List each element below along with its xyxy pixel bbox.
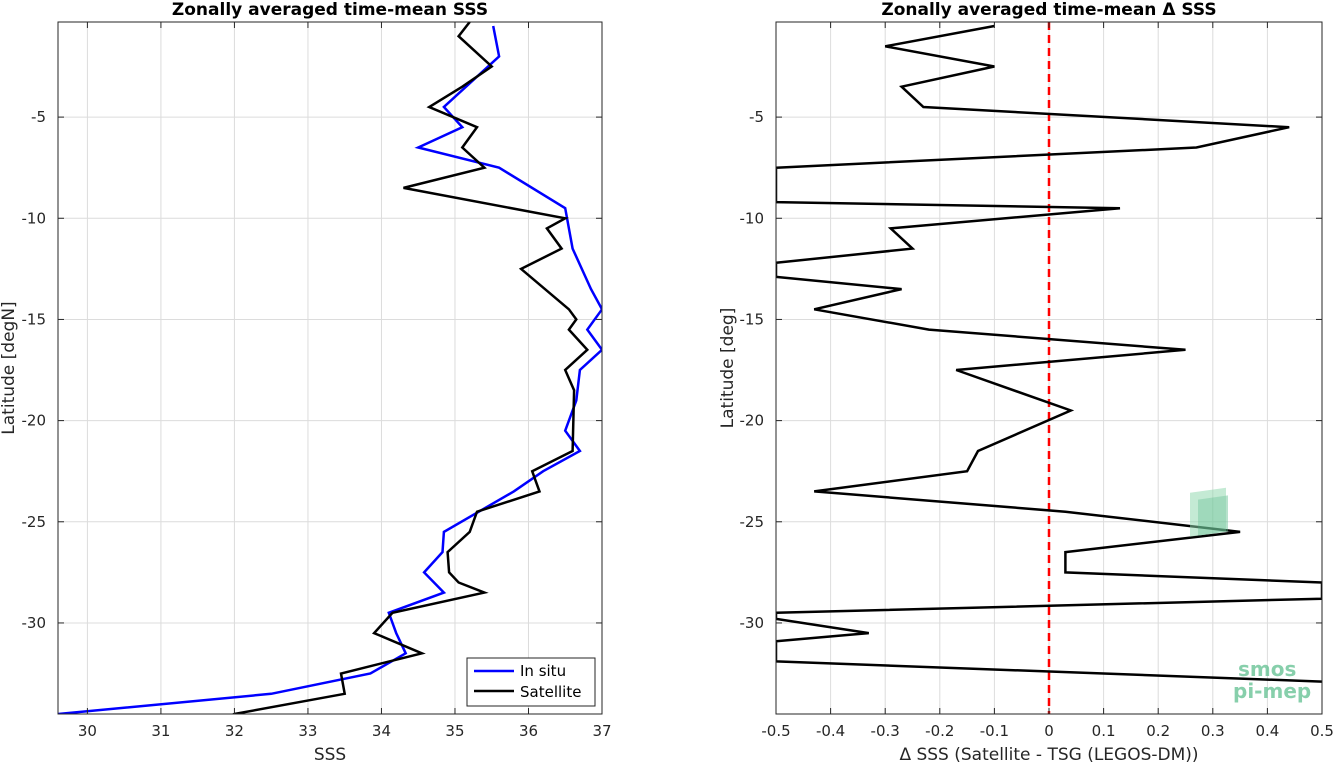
left-y-tick-label: -20 — [22, 412, 47, 430]
right-chart-title: Zonally averaged time-mean Δ SSS — [881, 0, 1216, 20]
legend-box — [466, 657, 596, 707]
legend-label-satellite: Satellite — [520, 683, 581, 701]
right-x-tick-label: -0.2 — [925, 722, 954, 740]
right-series-line-delta — [776, 24, 1322, 683]
left-x-tick-label: 34 — [372, 722, 391, 740]
left-series-group — [58, 22, 602, 714]
right-x-tick-label: 0.2 — [1146, 722, 1170, 740]
left-y-tick-label: -5 — [31, 108, 46, 126]
left-y-tick-label: -15 — [22, 310, 47, 328]
right-x-tick-label: 0.4 — [1255, 722, 1279, 740]
left-grid — [58, 22, 603, 714]
left-y-tick-label: -30 — [22, 614, 47, 632]
left-series-line-satellite — [231, 22, 590, 714]
left-x-tick-label: 36 — [519, 722, 538, 740]
logo-line2: pi-mep — [1233, 679, 1311, 703]
right-y-axis-label: Latitude [deg] — [718, 308, 738, 429]
right-x-tick-label: 0 — [1044, 722, 1054, 740]
right-series-group — [776, 22, 1322, 714]
right-y-tick-label: -5 — [749, 108, 764, 126]
right-x-tick-label: -0.5 — [761, 722, 790, 740]
right-x-tick-label: -0.1 — [980, 722, 1009, 740]
left-x-tick-label: 32 — [225, 722, 244, 740]
left-x-axis-label: SSS — [314, 745, 346, 765]
left-x-tick-label: 35 — [445, 722, 464, 740]
left-tick-labels: 30 31 32 33 34 35 36 37 -5 -10 -15 -20 -25 -30 — [22, 22, 612, 740]
delta-sss-panel: Zonally averaged time-mean Δ SSS -0.5 -0.… — [718, 0, 1333, 765]
right-y-tick-label: -10 — [740, 209, 765, 227]
logo-emblem-shadow — [1198, 495, 1228, 536]
left-chart-title: Zonally averaged time-mean SSS — [172, 0, 488, 20]
smos-pi-mep-logo: smos pi-mep — [1190, 487, 1311, 703]
right-x-tick-label: 0.5 — [1310, 722, 1333, 740]
right-x-tick-label: -0.3 — [871, 722, 900, 740]
legend: In situ Satellite — [466, 657, 596, 707]
legend-label-in-situ: In situ — [520, 662, 566, 680]
left-y-tick-label: -25 — [22, 513, 47, 531]
left-y-axis-label: Latitude [degN] — [0, 301, 19, 434]
right-y-tick-label: -20 — [740, 412, 765, 430]
left-x-tick-label: 37 — [592, 722, 611, 740]
right-y-tick-label: -30 — [740, 614, 765, 632]
left-series-line-in-situ — [58, 25, 602, 714]
right-tick-labels: -0.5 -0.4 -0.3 -0.2 -0.1 0 0.1 0.2 0.3 0.4 0.5 -5 -1… — [740, 22, 1333, 740]
left-axes-frame — [57, 21, 603, 715]
logo-emblem — [1190, 487, 1226, 537]
left-x-tick-label: 33 — [298, 722, 317, 740]
left-y-tick-label: -10 — [22, 209, 47, 227]
right-x-tick-label: 0.3 — [1201, 722, 1225, 740]
logo-line1: smos — [1238, 657, 1296, 681]
left-x-tick-label: 30 — [78, 722, 97, 740]
right-x-axis-label: Δ SSS (Satellite - TSG (LEGOS-DM)) — [899, 745, 1198, 765]
left-x-tick-label: 31 — [151, 722, 170, 740]
right-y-tick-label: -15 — [740, 310, 765, 328]
right-x-tick-label: -0.4 — [816, 722, 845, 740]
right-y-tick-label: -25 — [740, 513, 765, 531]
sss-panel: Zonally averaged time-mean SSS 30 31 32 33 3… — [0, 0, 612, 765]
right-x-tick-label: 0.1 — [1092, 722, 1116, 740]
